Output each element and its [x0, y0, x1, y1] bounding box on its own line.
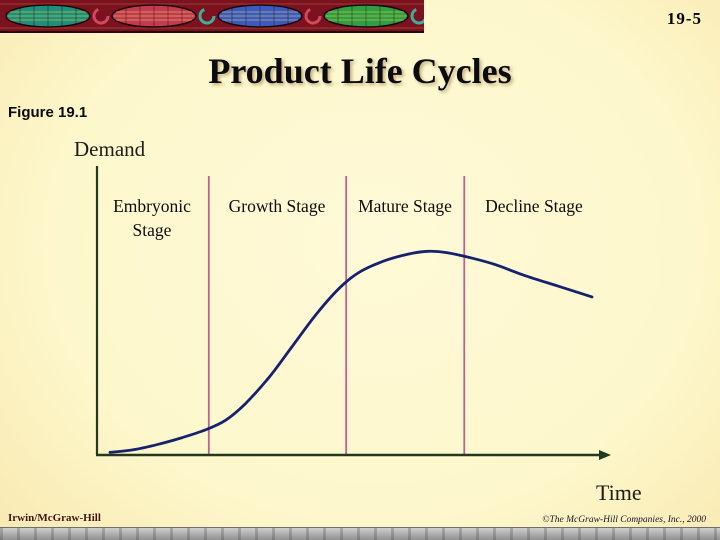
copyright-label: ©The McGraw-Hill Companies, Inc., 2000 — [542, 515, 706, 525]
stage-label-decline: Decline Stage — [485, 196, 583, 216]
x-axis-label: Time — [596, 480, 642, 505]
demand-curve — [108, 249, 594, 454]
x-axis-arrowhead-icon — [599, 450, 611, 460]
stage-label-growth: Growth Stage — [228, 196, 326, 216]
stage-label-mature: Mature Stage — [358, 196, 452, 216]
decorative-banner — [0, 0, 428, 33]
figure-label: Figure 19.1 — [8, 104, 88, 121]
stage-label-embryonic: Embryonic Stage — [113, 196, 191, 240]
publisher-label: Irwin/McGraw-Hill — [8, 512, 101, 524]
slide-number: 19-5 — [666, 9, 702, 28]
slide-title: Product Life Cycles — [208, 51, 512, 91]
y-axis-label: Demand — [74, 137, 146, 161]
bottom-bar — [0, 527, 720, 540]
banner-pattern-icon — [0, 0, 428, 33]
